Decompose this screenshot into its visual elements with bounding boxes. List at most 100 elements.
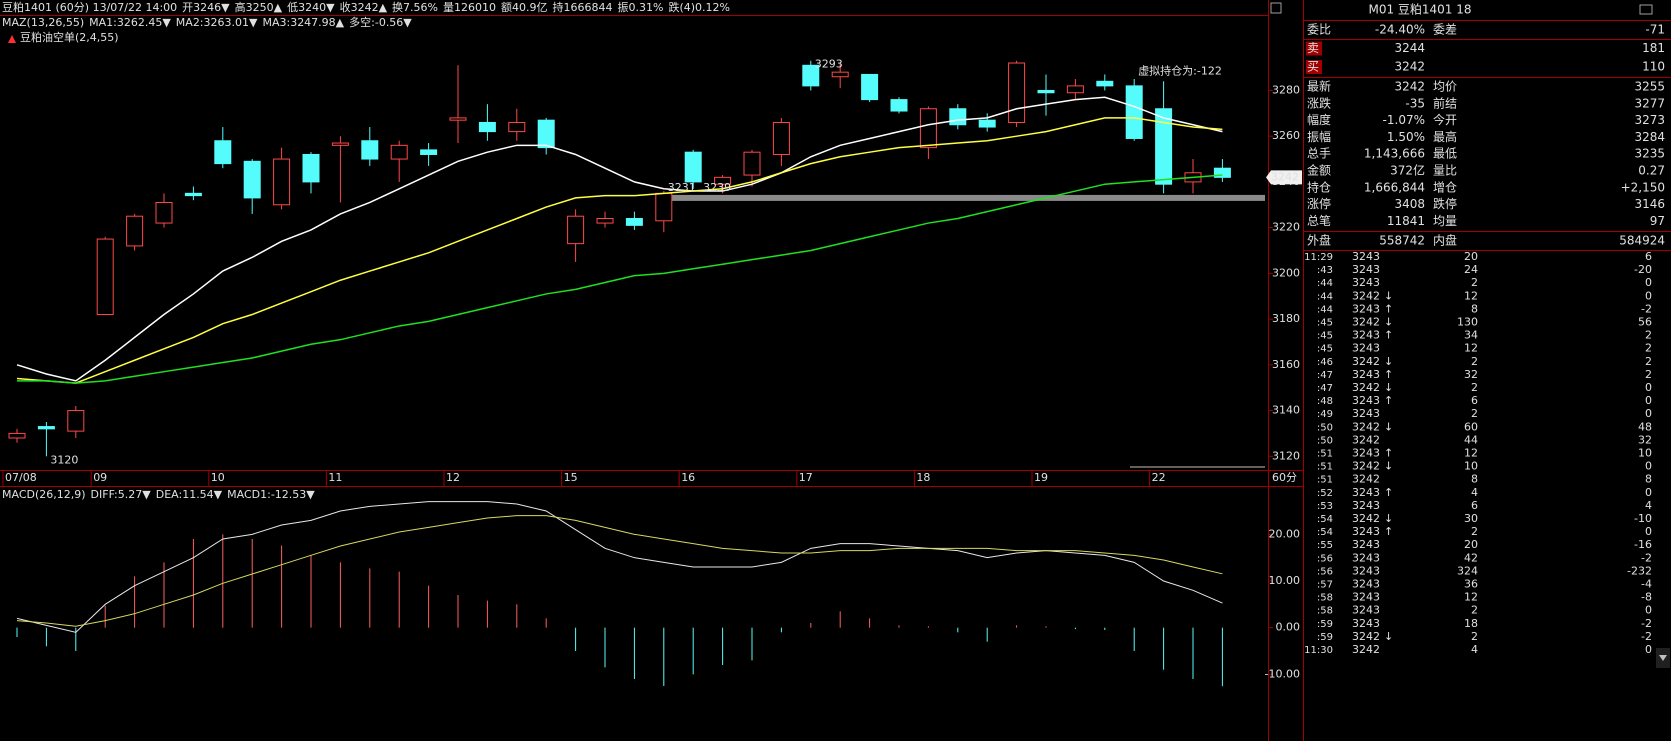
tick-dir: ↑ <box>1384 486 1393 499</box>
candle-body <box>155 201 173 224</box>
tick-time: :50 <box>1317 422 1333 433</box>
last-price-box <box>1266 170 1302 185</box>
candle-body <box>1008 62 1026 123</box>
summary-value: 11841 <box>1387 214 1425 228</box>
legend-item: 多空:-0.56▼ <box>349 15 412 29</box>
summary-label: 内盘 <box>1433 233 1457 248</box>
tick-row: :51 3243 ↑ 12 10 <box>1317 447 1652 460</box>
summary-label: 持仓 <box>1307 179 1331 194</box>
x-tick-label: 12 <box>446 471 460 484</box>
candle-body <box>361 140 379 160</box>
y-tick-label: 20.00 <box>1269 527 1301 540</box>
tick-time: :59 <box>1317 619 1333 630</box>
tick-time: :54 <box>1317 514 1333 525</box>
candle-body <box>714 176 732 185</box>
summary-value: 3242 <box>1394 80 1425 94</box>
tick-time: :54 <box>1317 527 1333 538</box>
candle-body <box>655 192 673 222</box>
candle-body <box>390 144 408 160</box>
summary-value: 181 <box>1642 41 1665 55</box>
tick-price: 3243 <box>1352 525 1380 538</box>
tick-change: -2 <box>1641 617 1652 630</box>
tick-price: 3242 <box>1352 630 1380 643</box>
candle-body <box>243 160 261 199</box>
tick-price: 3243 <box>1352 302 1380 315</box>
window-icon[interactable] <box>1270 2 1282 14</box>
tick-row: :45 3242 ↓ 130 56 <box>1317 316 1652 329</box>
annotation: 3239 <box>703 181 731 194</box>
summary-label: 总手 <box>1307 147 1331 161</box>
tick-change: 0 <box>1645 525 1652 538</box>
summary-value: +2,150 <box>1621 180 1665 194</box>
legend-item: 豆粕1401 (60分) 13/07/22 14:00 <box>2 0 177 14</box>
tick-change: 0 <box>1645 643 1652 656</box>
last-price-label: 3242 <box>1271 170 1299 183</box>
candle-body <box>949 108 967 126</box>
tick-change: 56 <box>1638 316 1652 329</box>
tick-row: :56 3243 324 -232 <box>1317 564 1652 577</box>
tick-dir: ↑ <box>1384 368 1393 381</box>
tick-dir: ↑ <box>1384 447 1393 460</box>
indicator-label: 豆粕油空单(2,4,55) <box>20 30 119 44</box>
summary-value: 3284 <box>1634 130 1665 144</box>
candle-body <box>625 217 643 226</box>
tick-volume: 12 <box>1464 342 1478 355</box>
level-band <box>663 194 1265 201</box>
summary-label: 涨跌 <box>1307 95 1331 110</box>
tick-price: 3242 <box>1352 460 1380 473</box>
tick-change: 2 <box>1645 342 1652 355</box>
side-badge <box>1306 60 1322 74</box>
panel-icon[interactable] <box>1639 4 1653 15</box>
summary-label: 增仓 <box>1433 180 1457 194</box>
summary-label: 振幅 <box>1307 129 1331 144</box>
tick-change: 48 <box>1638 420 1652 433</box>
candle-body <box>37 426 55 430</box>
tick-time: :51 <box>1317 449 1333 460</box>
summary-value: 3255 <box>1634 80 1665 94</box>
x-tick-label: 09 <box>93 471 107 484</box>
candle-body <box>1037 89 1055 94</box>
tick-volume: 30 <box>1464 512 1478 525</box>
tick-volume: 4 <box>1471 643 1478 656</box>
tick-volume: 2 <box>1471 407 1478 420</box>
tick-dir: ↓ <box>1384 381 1393 394</box>
summary-value: 3408 <box>1394 197 1425 211</box>
tick-time: :56 <box>1317 553 1333 564</box>
indicator-icon <box>8 35 16 43</box>
tick-volume: 324 <box>1457 564 1478 577</box>
tick-price: 3243 <box>1352 368 1380 381</box>
ma-line <box>16 117 1223 384</box>
candle-body <box>861 73 879 101</box>
candle-body <box>831 71 849 78</box>
tick-volume: 42 <box>1464 551 1478 564</box>
tick-change: -2 <box>1641 302 1652 315</box>
annotation: 3231 <box>668 181 696 194</box>
candle-body <box>420 149 438 155</box>
tick-change: 0 <box>1645 460 1652 473</box>
tick-change: 0 <box>1645 486 1652 499</box>
tick-price: 3243 <box>1352 617 1380 630</box>
x-tick-label: 17 <box>799 471 813 484</box>
tick-volume: 6 <box>1471 394 1478 407</box>
x-tick-label: 16 <box>681 471 695 484</box>
tick-row: 11:29 3243 20 6 <box>1304 250 1652 263</box>
tick-change: 2 <box>1645 368 1652 381</box>
annotation: 虚拟持仓为:-122 <box>1138 64 1222 78</box>
tick-time: :58 <box>1317 606 1333 617</box>
tick-row: 11:30 3242 4 0 <box>1304 643 1652 656</box>
summary-value: 0.27 <box>1638 164 1665 178</box>
tick-volume: 44 <box>1464 433 1478 446</box>
tick-time: :52 <box>1317 488 1333 499</box>
tick-volume: 24 <box>1464 263 1478 276</box>
tick-dir: ↑ <box>1384 329 1393 342</box>
summary-label: 委差 <box>1433 23 1457 37</box>
tick-change: 0 <box>1645 394 1652 407</box>
tick-change: 32 <box>1638 433 1652 446</box>
summary-value: 1.50% <box>1387 130 1425 144</box>
tick-row: :44 3243 ↑ 8 -2 <box>1317 302 1652 315</box>
tick-time: :45 <box>1317 318 1333 329</box>
tick-change: 0 <box>1645 289 1652 302</box>
tick-price: 3243 <box>1352 447 1380 460</box>
summary-label: 卖 <box>1307 41 1319 55</box>
summary-label: 最低 <box>1433 147 1457 161</box>
